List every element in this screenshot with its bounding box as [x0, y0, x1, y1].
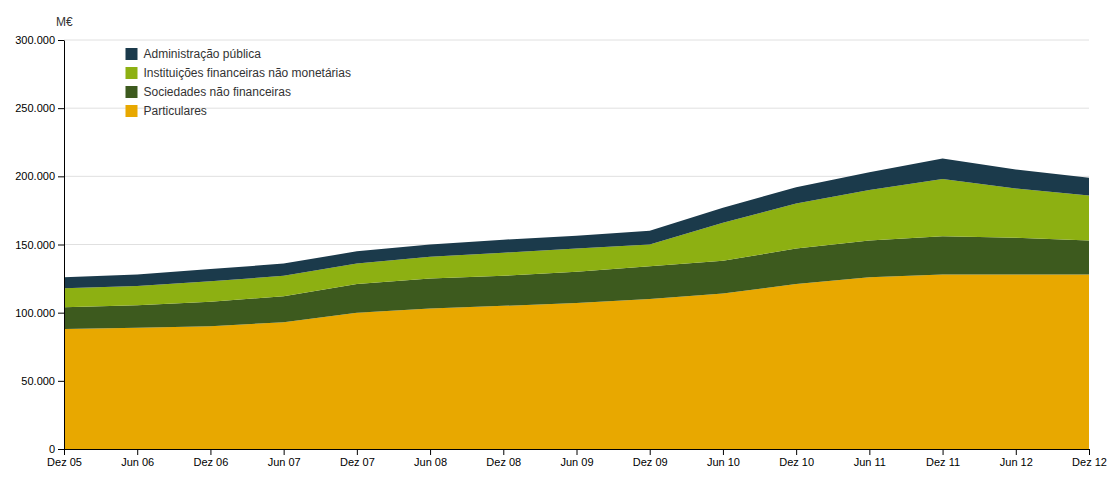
x-tick: Dez 07 — [340, 449, 375, 468]
y-tick-label: 200.000 — [15, 170, 55, 182]
y-tick-mark — [58, 108, 64, 109]
chart: Dez 05 Jun 06 Dez 06 Jun 07 Dez 07 Jun 08 Dez … — [0, 0, 1119, 483]
x-tick-label: Jun 11 — [854, 456, 886, 468]
plot: Dez 05 Jun 06 Dez 06 Jun 07 Dez 07 Jun 08 Dez … — [15, 34, 1107, 468]
areas — [64, 159, 1089, 449]
legend-item: Instituições financeiras não monetárias — [126, 66, 351, 80]
x-tick-label: Dez 12 — [1072, 456, 1107, 468]
grid-line — [64, 108, 1089, 109]
x-tick-mark — [430, 449, 431, 455]
legend-swatch — [126, 105, 138, 117]
y-axis: 0 50.000 100.000 150.000 200.000 250.000 300.0… — [15, 34, 64, 455]
x-tick-mark — [137, 449, 138, 455]
x-tick: Dez 08 — [486, 449, 521, 468]
legend-item: Administração pública — [126, 47, 262, 61]
y-tick: 0 — [49, 443, 64, 455]
y-tick: 300.000 — [15, 34, 64, 46]
x-tick-mark — [723, 449, 724, 455]
x-tick: Jun 11 — [854, 449, 886, 468]
x-tick-label: Dez 06 — [193, 456, 228, 468]
x-tick: Jun 12 — [1000, 449, 1033, 468]
y-tick-mark — [58, 176, 64, 177]
legend: Administração pública Instituições financ… — [126, 47, 351, 118]
x-tick-mark — [650, 449, 651, 455]
y-tick: 50.000 — [21, 375, 64, 387]
y-tick: 100.000 — [15, 307, 64, 319]
x-tick-label: Jun 07 — [268, 456, 301, 468]
y-tick-label: 0 — [49, 443, 55, 455]
y-tick-label: 300.000 — [15, 34, 55, 46]
x-tick-mark — [943, 449, 944, 455]
legend-item: Sociedades não financeiras — [126, 85, 291, 99]
legend-label: Sociedades não financeiras — [144, 85, 291, 99]
grid — [64, 40, 1089, 449]
x-tick: Dez 10 — [779, 449, 814, 468]
legend-swatch — [126, 48, 138, 60]
y-tick-label: 250.000 — [15, 102, 55, 114]
x-tick-label: Dez 09 — [633, 456, 668, 468]
x-tick: Jun 09 — [560, 449, 593, 468]
x-tick-mark — [210, 449, 211, 455]
x-tick-label: Dez 07 — [340, 456, 375, 468]
x-tick-label: Jun 10 — [707, 456, 740, 468]
x-tick: Jun 10 — [707, 449, 740, 468]
y-tick-label: 150.000 — [15, 239, 55, 251]
y-label: M€ — [56, 15, 73, 29]
legend-label: Administração pública — [144, 47, 262, 61]
x-tick-label: Dez 11 — [926, 456, 960, 468]
x-tick-mark — [64, 449, 65, 455]
y-tick-label: 100.000 — [15, 307, 55, 319]
x-tick: Jun 08 — [414, 449, 447, 468]
y-tick-label: 50.000 — [21, 375, 55, 387]
x-tick-mark — [1089, 449, 1090, 455]
y-tick: 200.000 — [15, 170, 64, 182]
x-tick: Dez 11 — [926, 449, 960, 468]
y-tick-mark — [58, 449, 64, 450]
x-tick: Dez 09 — [633, 449, 668, 468]
y-tick-mark — [58, 245, 64, 246]
y-axis-line — [64, 41, 65, 450]
x-tick-mark — [577, 449, 578, 455]
x-axis: Dez 05 Jun 06 Dez 06 Jun 07 Dez 07 Jun 08 Dez … — [47, 449, 1107, 468]
legend-label: Particulares — [144, 104, 207, 118]
x-tick: Jun 06 — [121, 449, 154, 468]
area — [64, 159, 1089, 289]
x-tick-mark — [284, 449, 285, 455]
x-tick-label: Dez 08 — [486, 456, 521, 468]
x-tick-label: Jun 08 — [414, 456, 447, 468]
y-tick-mark — [58, 40, 64, 41]
x-tick-mark — [869, 449, 870, 455]
y-tick-mark — [58, 381, 64, 382]
legend-swatch — [126, 67, 138, 79]
x-tick-label: Jun 12 — [1000, 456, 1033, 468]
x-tick: Jun 07 — [268, 449, 301, 468]
x-tick-mark — [1016, 449, 1017, 455]
legend-swatch — [126, 86, 138, 98]
x-tick-label: Jun 06 — [121, 456, 154, 468]
x-tick-mark — [796, 449, 797, 455]
x-tick-mark — [503, 449, 504, 455]
x-tick: Dez 12 — [1072, 449, 1107, 468]
x-tick-label: Dez 05 — [47, 456, 82, 468]
x-tick-label: Dez 10 — [779, 456, 814, 468]
y-tick: 250.000 — [15, 102, 64, 114]
legend-label: Instituições financeiras não monetárias — [144, 66, 351, 80]
y-tick: 150.000 — [15, 239, 64, 251]
legend-item: Particulares — [126, 104, 207, 118]
x-tick: Dez 06 — [193, 449, 228, 468]
y-tick-mark — [58, 313, 64, 314]
grid-line — [64, 40, 1089, 41]
x-tick-mark — [357, 449, 358, 455]
x-tick-label: Jun 09 — [560, 456, 593, 468]
